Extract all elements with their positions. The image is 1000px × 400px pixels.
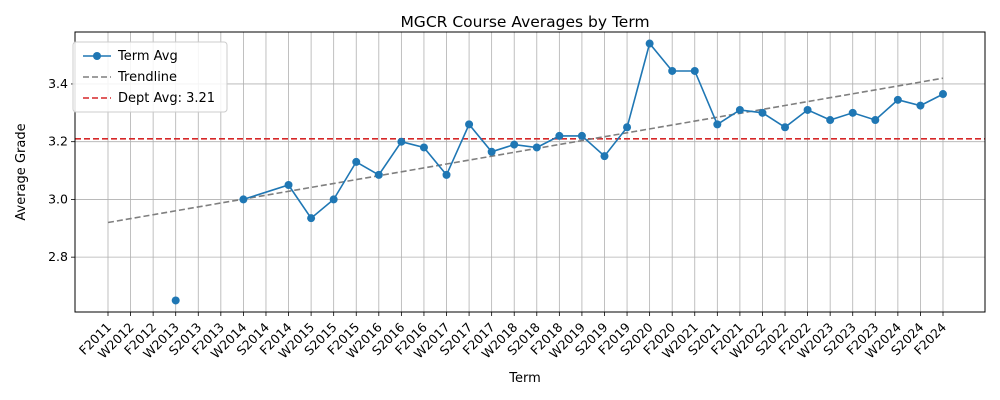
term-avg-point [307, 214, 316, 223]
term-avg-point [352, 157, 361, 166]
term-avg-point [487, 147, 496, 156]
term-avg-point [690, 66, 699, 75]
term-avg-point [781, 123, 790, 132]
term-avg-point [510, 140, 519, 149]
term-avg-point [623, 123, 632, 132]
x-axis: F2011W2012F2012W2013S2013F2013W2014S2014… [76, 312, 949, 361]
legend: Term Avg Trendline Dept Avg: 3.21 [72, 41, 228, 113]
y-tick-label: 2.8 [48, 249, 68, 264]
term-avg-point [577, 131, 586, 140]
term-avg-point [239, 195, 248, 204]
legend-box [72, 41, 228, 113]
term-avg-point [893, 95, 902, 104]
legend-label-term-avg: Term Avg [117, 49, 178, 64]
term-avg-point [397, 137, 406, 146]
x-axis-title: Term [508, 371, 541, 386]
term-avg-point [735, 105, 744, 114]
y-axis-title: Average Grade [14, 123, 29, 220]
term-avg-point [826, 116, 835, 125]
term-avg-point [916, 101, 925, 110]
term-avg-point [939, 90, 947, 99]
term-avg-point [442, 170, 451, 179]
term-avg-point [329, 195, 338, 204]
y-tick-label: 3.0 [48, 191, 68, 206]
y-tick-label: 3.2 [48, 134, 68, 149]
chart-title: MGCR Course Averages by Term [400, 13, 649, 31]
term-avg-point [532, 143, 541, 152]
term-avg-point [758, 108, 767, 117]
term-avg-point [600, 152, 609, 161]
plot-frame [74, 31, 986, 313]
term-avg-point [284, 180, 293, 189]
term-avg-point [871, 116, 880, 125]
term-avg-point [645, 39, 654, 48]
term-avg-point [465, 120, 474, 129]
legend-label-dept-avg: Dept Avg: 3.21 [118, 91, 215, 106]
term-avg-point [668, 66, 677, 75]
term-avg-point [848, 108, 857, 117]
trendline [107, 77, 944, 224]
legend-label-trendline: Trendline [117, 70, 177, 85]
term-avg-point [419, 143, 428, 152]
y-axis: 2.8 3.0 3.2 3.4 [48, 76, 75, 264]
term-avg-point [171, 296, 180, 305]
term-avg-line [243, 41, 944, 220]
term-avg-point [555, 131, 564, 140]
term-avg-point [374, 170, 383, 179]
term-avg-point [713, 120, 722, 129]
series-layer [75, 39, 985, 305]
legend-marker-term-avg [93, 52, 101, 60]
term-avg-point [803, 105, 812, 114]
y-tick-label: 3.4 [48, 76, 68, 91]
